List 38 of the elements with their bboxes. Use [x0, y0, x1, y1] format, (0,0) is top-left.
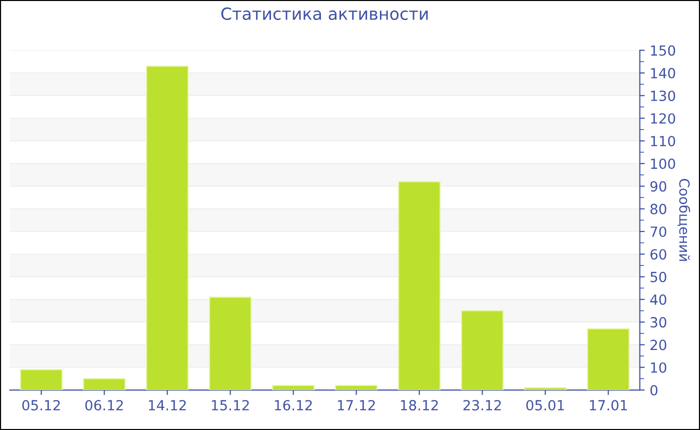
y-axis-title: Сообщений: [677, 178, 690, 261]
y-tick-label: 50: [650, 272, 666, 282]
y-tick-label: 20: [650, 340, 666, 350]
chart-title: Статистика активности: [221, 7, 428, 20]
bar: [586, 328, 630, 390]
y-tick-label: 0: [650, 384, 658, 396]
bar: [208, 296, 252, 390]
x-tick-label: 18.12: [400, 400, 438, 410]
bar: [146, 66, 189, 390]
y-tick-label: 10: [651, 362, 666, 373]
bar: [524, 387, 567, 390]
x-tick-label: 23.12: [463, 400, 501, 410]
x-tick-label: 15.12: [212, 400, 249, 410]
bar: [334, 384, 378, 390]
y-tick-label: 100: [651, 158, 676, 170]
y-tick-label: 110: [651, 136, 676, 146]
y-tick-label: 80: [650, 204, 666, 214]
x-tick-label: 06.12: [85, 400, 123, 410]
y-tick-label: 130: [651, 90, 676, 102]
x-tick-label: 05.12: [22, 400, 60, 410]
x-tick-label: 17.12: [338, 400, 375, 410]
y-tick-label: 140: [651, 68, 676, 78]
y-tick-label: 40: [650, 294, 666, 305]
bar: [20, 369, 63, 390]
y-tick-label: 70: [650, 226, 666, 237]
y-tick-label: 120: [651, 113, 676, 124]
y-tick-label: 30: [650, 317, 666, 328]
x-tick-label: 17.01: [590, 400, 627, 410]
bar: [460, 310, 504, 390]
bar: [398, 181, 441, 390]
x-tick-label: 05.01: [526, 400, 564, 410]
x-tick-label: 16.12: [274, 400, 312, 410]
y-tick-label: 60: [650, 249, 666, 260]
bar: [82, 378, 126, 390]
y-tick-label: 90: [650, 181, 666, 192]
x-tick-label: 14.12: [148, 400, 186, 410]
y-tick-label: 150: [651, 45, 676, 56]
bar: [272, 384, 315, 390]
